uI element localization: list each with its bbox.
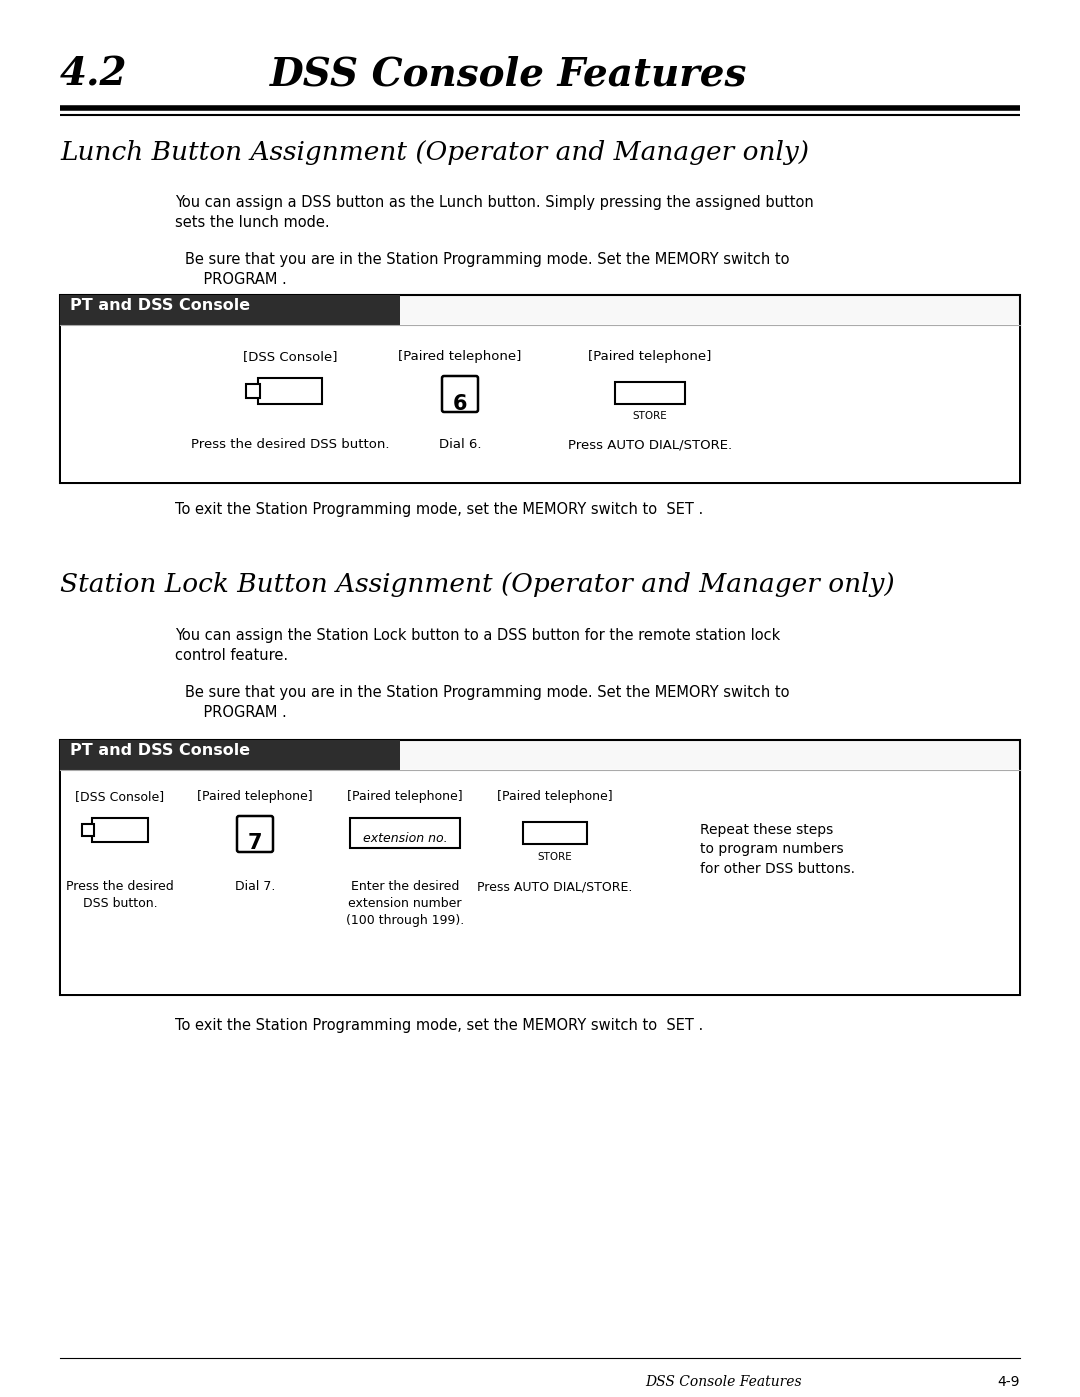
Text: You can assign a DSS button as the Lunch button. Simply pressing the assigned bu: You can assign a DSS button as the Lunch…: [175, 196, 813, 229]
Text: PT and DSS Console: PT and DSS Console: [70, 298, 251, 313]
Text: Lunch Button Assignment (Operator and Manager only): Lunch Button Assignment (Operator and Ma…: [60, 140, 809, 165]
Bar: [258, 379, 322, 404]
Bar: [350, 819, 460, 848]
Text: [Paired telephone]: [Paired telephone]: [589, 351, 712, 363]
Text: [Paired telephone]: [Paired telephone]: [497, 789, 612, 803]
Text: Repeat these steps
to program numbers
for other DSS buttons.: Repeat these steps to program numbers fo…: [700, 823, 855, 876]
Bar: [60, 740, 400, 770]
Text: [Paired telephone]: [Paired telephone]: [198, 789, 313, 803]
Text: [DSS Console]: [DSS Console]: [243, 351, 337, 363]
Text: DSS Console Features: DSS Console Features: [645, 1375, 801, 1389]
FancyBboxPatch shape: [237, 816, 273, 852]
Text: 4-9: 4-9: [998, 1375, 1020, 1389]
Bar: [60, 324, 1020, 482]
Text: [Paired telephone]: [Paired telephone]: [347, 789, 463, 803]
Bar: [82, 824, 94, 835]
Text: Enter the desired
extension number
(100 through 199).: Enter the desired extension number (100 …: [346, 880, 464, 928]
Text: 7: 7: [247, 833, 262, 854]
Bar: [60, 768, 1020, 995]
Bar: [60, 295, 400, 326]
Text: To exit the Station Programming mode, set the MEMORY switch to  SET .: To exit the Station Programming mode, se…: [175, 502, 703, 517]
Bar: [615, 381, 685, 404]
Text: Press AUTO DIAL/STORE.: Press AUTO DIAL/STORE.: [568, 439, 732, 451]
Text: STORE: STORE: [633, 411, 667, 420]
Text: [DSS Console]: [DSS Console]: [76, 789, 164, 803]
Text: To exit the Station Programming mode, set the MEMORY switch to  SET .: To exit the Station Programming mode, se…: [175, 1018, 703, 1032]
FancyBboxPatch shape: [442, 376, 478, 412]
Bar: [92, 819, 148, 842]
Text: DSS Console Features: DSS Console Features: [270, 54, 747, 94]
Text: You can assign the Station Lock button to a DSS button for the remote station lo: You can assign the Station Lock button t…: [175, 629, 780, 662]
Text: 6: 6: [453, 394, 468, 414]
Bar: [246, 384, 260, 398]
Text: Be sure that you are in the Station Programming mode. Set the MEMORY switch to
 : Be sure that you are in the Station Prog…: [185, 685, 789, 719]
Text: STORE: STORE: [538, 852, 572, 862]
Text: extension no.: extension no.: [363, 833, 447, 845]
Text: Press the desired DSS button.: Press the desired DSS button.: [191, 439, 389, 451]
Bar: [60, 295, 1020, 483]
Text: Press AUTO DIAL/STORE.: Press AUTO DIAL/STORE.: [477, 880, 633, 893]
Text: PT and DSS Console: PT and DSS Console: [70, 743, 251, 759]
Bar: [60, 740, 1020, 995]
Text: AUTO DIAL: AUTO DIAL: [622, 381, 678, 393]
Text: [Paired telephone]: [Paired telephone]: [399, 351, 522, 363]
Text: 4.2: 4.2: [60, 54, 127, 94]
Text: Dial 7.: Dial 7.: [234, 880, 275, 893]
Text: Dial 6.: Dial 6.: [438, 439, 482, 451]
Text: Station Lock Button Assignment (Operator and Manager only): Station Lock Button Assignment (Operator…: [60, 571, 894, 597]
Text: Be sure that you are in the Station Programming mode. Set the MEMORY switch to
 : Be sure that you are in the Station Prog…: [185, 251, 789, 286]
Text: AUTO DIAL: AUTO DIAL: [527, 821, 583, 833]
Bar: [523, 821, 588, 844]
Text: Press the desired
DSS button.: Press the desired DSS button.: [66, 880, 174, 909]
